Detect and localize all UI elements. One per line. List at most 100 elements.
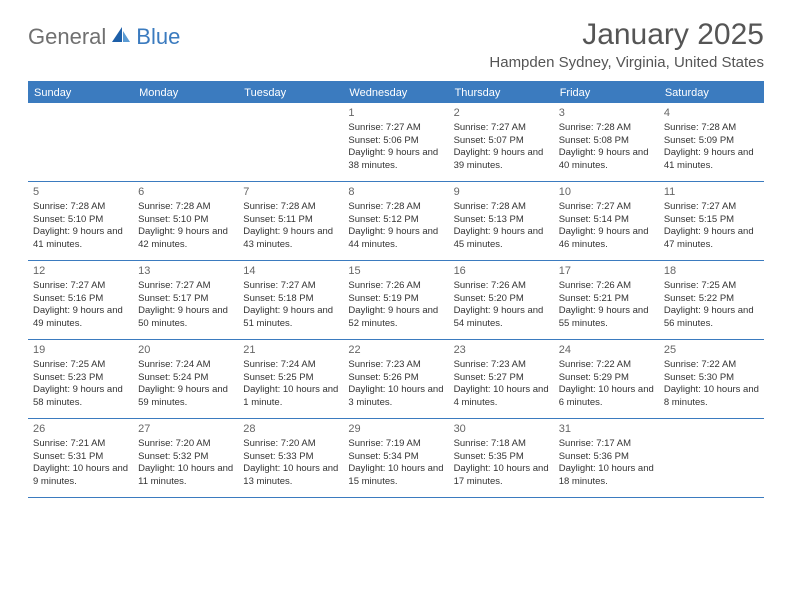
day-sunset: Sunset: 5:18 PM — [243, 293, 338, 306]
day-sunrise: Sunrise: 7:26 AM — [559, 280, 654, 293]
empty-day-cell — [238, 103, 343, 181]
logo-sail-icon — [110, 25, 132, 50]
day-daylight: Daylight: 9 hours and 47 minutes. — [664, 226, 759, 252]
day-cell: 11Sunrise: 7:27 AMSunset: 5:15 PMDayligh… — [659, 182, 764, 260]
day-number: 31 — [559, 422, 654, 437]
day-daylight: Daylight: 9 hours and 43 minutes. — [243, 226, 338, 252]
day-sunrise: Sunrise: 7:23 AM — [454, 359, 549, 372]
day-daylight: Daylight: 9 hours and 56 minutes. — [664, 305, 759, 331]
day-cell: 13Sunrise: 7:27 AMSunset: 5:17 PMDayligh… — [133, 261, 238, 339]
weekday-header-row: SundayMondayTuesdayWednesdayThursdayFrid… — [28, 83, 764, 103]
day-daylight: Daylight: 9 hours and 55 minutes. — [559, 305, 654, 331]
day-sunset: Sunset: 5:09 PM — [664, 135, 759, 148]
day-cell: 14Sunrise: 7:27 AMSunset: 5:18 PMDayligh… — [238, 261, 343, 339]
day-cell: 21Sunrise: 7:24 AMSunset: 5:25 PMDayligh… — [238, 340, 343, 418]
day-sunset: Sunset: 5:21 PM — [559, 293, 654, 306]
day-sunrise: Sunrise: 7:28 AM — [348, 201, 443, 214]
day-cell: 9Sunrise: 7:28 AMSunset: 5:13 PMDaylight… — [449, 182, 554, 260]
day-cell: 22Sunrise: 7:23 AMSunset: 5:26 PMDayligh… — [343, 340, 448, 418]
day-sunrise: Sunrise: 7:27 AM — [348, 122, 443, 135]
day-sunset: Sunset: 5:08 PM — [559, 135, 654, 148]
day-sunrise: Sunrise: 7:19 AM — [348, 438, 443, 451]
day-number: 2 — [454, 106, 549, 121]
week-row: 5Sunrise: 7:28 AMSunset: 5:10 PMDaylight… — [28, 182, 764, 261]
day-sunrise: Sunrise: 7:28 AM — [33, 201, 128, 214]
day-sunset: Sunset: 5:13 PM — [454, 214, 549, 227]
day-number: 4 — [664, 106, 759, 121]
weekday-header: Friday — [554, 83, 659, 103]
day-sunset: Sunset: 5:07 PM — [454, 135, 549, 148]
day-daylight: Daylight: 9 hours and 45 minutes. — [454, 226, 549, 252]
day-cell: 28Sunrise: 7:20 AMSunset: 5:33 PMDayligh… — [238, 419, 343, 497]
day-sunrise: Sunrise: 7:28 AM — [454, 201, 549, 214]
day-daylight: Daylight: 10 hours and 1 minute. — [243, 384, 338, 410]
day-cell: 31Sunrise: 7:17 AMSunset: 5:36 PMDayligh… — [554, 419, 659, 497]
day-number: 10 — [559, 185, 654, 200]
day-cell: 30Sunrise: 7:18 AMSunset: 5:35 PMDayligh… — [449, 419, 554, 497]
day-sunset: Sunset: 5:31 PM — [33, 451, 128, 464]
day-sunrise: Sunrise: 7:24 AM — [138, 359, 233, 372]
day-sunrise: Sunrise: 7:20 AM — [243, 438, 338, 451]
day-sunrise: Sunrise: 7:18 AM — [454, 438, 549, 451]
day-daylight: Daylight: 10 hours and 6 minutes. — [559, 384, 654, 410]
day-sunset: Sunset: 5:32 PM — [138, 451, 233, 464]
day-sunset: Sunset: 5:34 PM — [348, 451, 443, 464]
day-daylight: Daylight: 10 hours and 18 minutes. — [559, 463, 654, 489]
day-sunrise: Sunrise: 7:26 AM — [454, 280, 549, 293]
day-cell: 18Sunrise: 7:25 AMSunset: 5:22 PMDayligh… — [659, 261, 764, 339]
day-number: 22 — [348, 343, 443, 358]
day-cell: 16Sunrise: 7:26 AMSunset: 5:20 PMDayligh… — [449, 261, 554, 339]
day-cell: 15Sunrise: 7:26 AMSunset: 5:19 PMDayligh… — [343, 261, 448, 339]
day-sunset: Sunset: 5:24 PM — [138, 372, 233, 385]
day-sunset: Sunset: 5:06 PM — [348, 135, 443, 148]
month-title: January 2025 — [489, 18, 764, 52]
day-daylight: Daylight: 9 hours and 40 minutes. — [559, 147, 654, 173]
day-cell: 2Sunrise: 7:27 AMSunset: 5:07 PMDaylight… — [449, 103, 554, 181]
day-number: 8 — [348, 185, 443, 200]
day-sunrise: Sunrise: 7:28 AM — [664, 122, 759, 135]
day-number: 23 — [454, 343, 549, 358]
weekday-header: Sunday — [28, 83, 133, 103]
day-sunrise: Sunrise: 7:23 AM — [348, 359, 443, 372]
day-sunrise: Sunrise: 7:27 AM — [664, 201, 759, 214]
day-cell: 20Sunrise: 7:24 AMSunset: 5:24 PMDayligh… — [133, 340, 238, 418]
day-daylight: Daylight: 10 hours and 3 minutes. — [348, 384, 443, 410]
day-daylight: Daylight: 10 hours and 8 minutes. — [664, 384, 759, 410]
day-sunrise: Sunrise: 7:28 AM — [243, 201, 338, 214]
day-sunset: Sunset: 5:15 PM — [664, 214, 759, 227]
day-daylight: Daylight: 10 hours and 4 minutes. — [454, 384, 549, 410]
day-sunset: Sunset: 5:10 PM — [33, 214, 128, 227]
day-cell: 24Sunrise: 7:22 AMSunset: 5:29 PMDayligh… — [554, 340, 659, 418]
day-cell: 27Sunrise: 7:20 AMSunset: 5:32 PMDayligh… — [133, 419, 238, 497]
week-row: 1Sunrise: 7:27 AMSunset: 5:06 PM Daylight… — [28, 103, 764, 182]
day-sunset: Sunset: 5:12 PM — [348, 214, 443, 227]
header: General Blue January 2025 Hampden Sydney… — [28, 18, 764, 71]
day-sunrise: Sunrise: 7:27 AM — [243, 280, 338, 293]
day-cell: 7Sunrise: 7:28 AMSunset: 5:11 PMDaylight… — [238, 182, 343, 260]
day-cell: 23Sunrise: 7:23 AMSunset: 5:27 PMDayligh… — [449, 340, 554, 418]
day-sunset: Sunset: 5:36 PM — [559, 451, 654, 464]
day-daylight: Daylight: 9 hours and 41 minutes. — [664, 147, 759, 173]
title-block: January 2025 Hampden Sydney, Virginia, U… — [489, 18, 764, 71]
day-sunset: Sunset: 5:35 PM — [454, 451, 549, 464]
day-number: 18 — [664, 264, 759, 279]
day-number: 3 — [559, 106, 654, 121]
day-sunrise: Sunrise: 7:20 AM — [138, 438, 233, 451]
day-sunset: Sunset: 5:22 PM — [664, 293, 759, 306]
day-cell: 10Sunrise: 7:27 AMSunset: 5:14 PMDayligh… — [554, 182, 659, 260]
day-daylight: Daylight: 9 hours and 41 minutes. — [33, 226, 128, 252]
day-daylight: Daylight: 9 hours and 54 minutes. — [454, 305, 549, 331]
day-cell: 6Sunrise: 7:28 AMSunset: 5:10 PMDaylight… — [133, 182, 238, 260]
day-number: 1 — [348, 106, 443, 121]
day-number: 13 — [138, 264, 233, 279]
day-cell: 17Sunrise: 7:26 AMSunset: 5:21 PMDayligh… — [554, 261, 659, 339]
location: Hampden Sydney, Virginia, United States — [489, 54, 764, 71]
day-number: 16 — [454, 264, 549, 279]
day-cell: 4Sunrise: 7:28 AMSunset: 5:09 PMDaylight… — [659, 103, 764, 181]
day-number: 20 — [138, 343, 233, 358]
day-number: 30 — [454, 422, 549, 437]
day-sunrise: Sunrise: 7:28 AM — [138, 201, 233, 214]
day-sunset: Sunset: 5:20 PM — [454, 293, 549, 306]
day-daylight: Daylight: 9 hours and 51 minutes. — [243, 305, 338, 331]
week-row: 26Sunrise: 7:21 AMSunset: 5:31 PMDayligh… — [28, 419, 764, 498]
